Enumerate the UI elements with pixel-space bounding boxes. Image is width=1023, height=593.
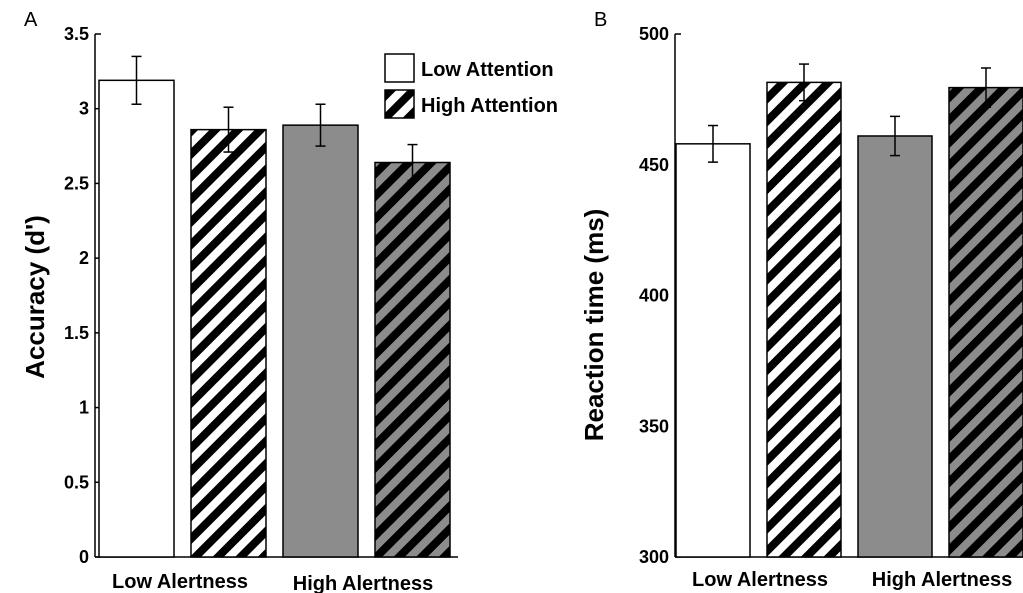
panel-b-category-high-alertness: High Alertness (872, 569, 1012, 591)
panel-b-bar (857, 135, 933, 558)
panel-a-y-tick-label: 0 (79, 547, 89, 567)
panel-b-bar (948, 86, 1023, 558)
panel-b-y-axis-title: Reaction time (ms) (579, 209, 609, 442)
panel-b-y-tick-label: 400 (639, 286, 669, 306)
panel-a-y-tick-label: 1.5 (64, 323, 89, 343)
panel-a-y-tick-label: 2 (79, 248, 89, 268)
panel-a-bar (190, 128, 267, 558)
panel-a-y-tick-label: 1 (79, 398, 89, 418)
panel-b-y-tick-label: 450 (639, 155, 669, 175)
panel-a-y-tick-label: 3 (79, 99, 89, 119)
panel-b-bar (675, 143, 751, 558)
panel-a-category-high-alertness: High Alertness (293, 573, 433, 593)
panel-a-bar (282, 124, 359, 558)
legend-swatch-high-attention (384, 89, 415, 119)
panel-a-y-tick-label: 2.5 (64, 173, 89, 193)
panel-a-letter: A (24, 9, 38, 31)
legend-label-low-attention: Low Attention (421, 59, 554, 81)
panel-a-plot: 0 0.5 1 1.5 2 2.5 3 3.5 (64, 24, 458, 567)
panel-a-bar (98, 79, 175, 558)
panel-a-y-tick-label: 3.5 (64, 24, 89, 44)
panel-a: A Accuracy (d') 0 0.5 1 1.5 2 2.5 3 3.5 Low Ale… (20, 9, 458, 593)
panel-b-bar (766, 81, 842, 558)
legend-swatch-low-attention (384, 53, 415, 83)
panel-a-bar (374, 161, 451, 558)
panel-a-category-low-alertness: Low Alertness (112, 571, 248, 593)
panel-b-plot: 300 350 400 450 500 (639, 24, 1023, 567)
panel-b-category-low-alertness: Low Alertness (692, 569, 828, 591)
panel-a-y-axis-title: Accuracy (d') (20, 215, 50, 379)
panel-b-y-tick-label: 350 (639, 416, 669, 436)
panel-b-y-tick-label: 500 (639, 24, 669, 44)
legend: Low Attention High Attention (384, 53, 558, 119)
panel-a-y-tick-label: 0.5 (64, 472, 89, 492)
panel-b-y-tick-label: 300 (639, 547, 669, 567)
panel-b: B Reaction time (ms) 300 350 400 450 500 Low… (579, 9, 1023, 591)
panel-b-letter: B (594, 9, 607, 31)
legend-label-high-attention: High Attention (421, 95, 558, 117)
